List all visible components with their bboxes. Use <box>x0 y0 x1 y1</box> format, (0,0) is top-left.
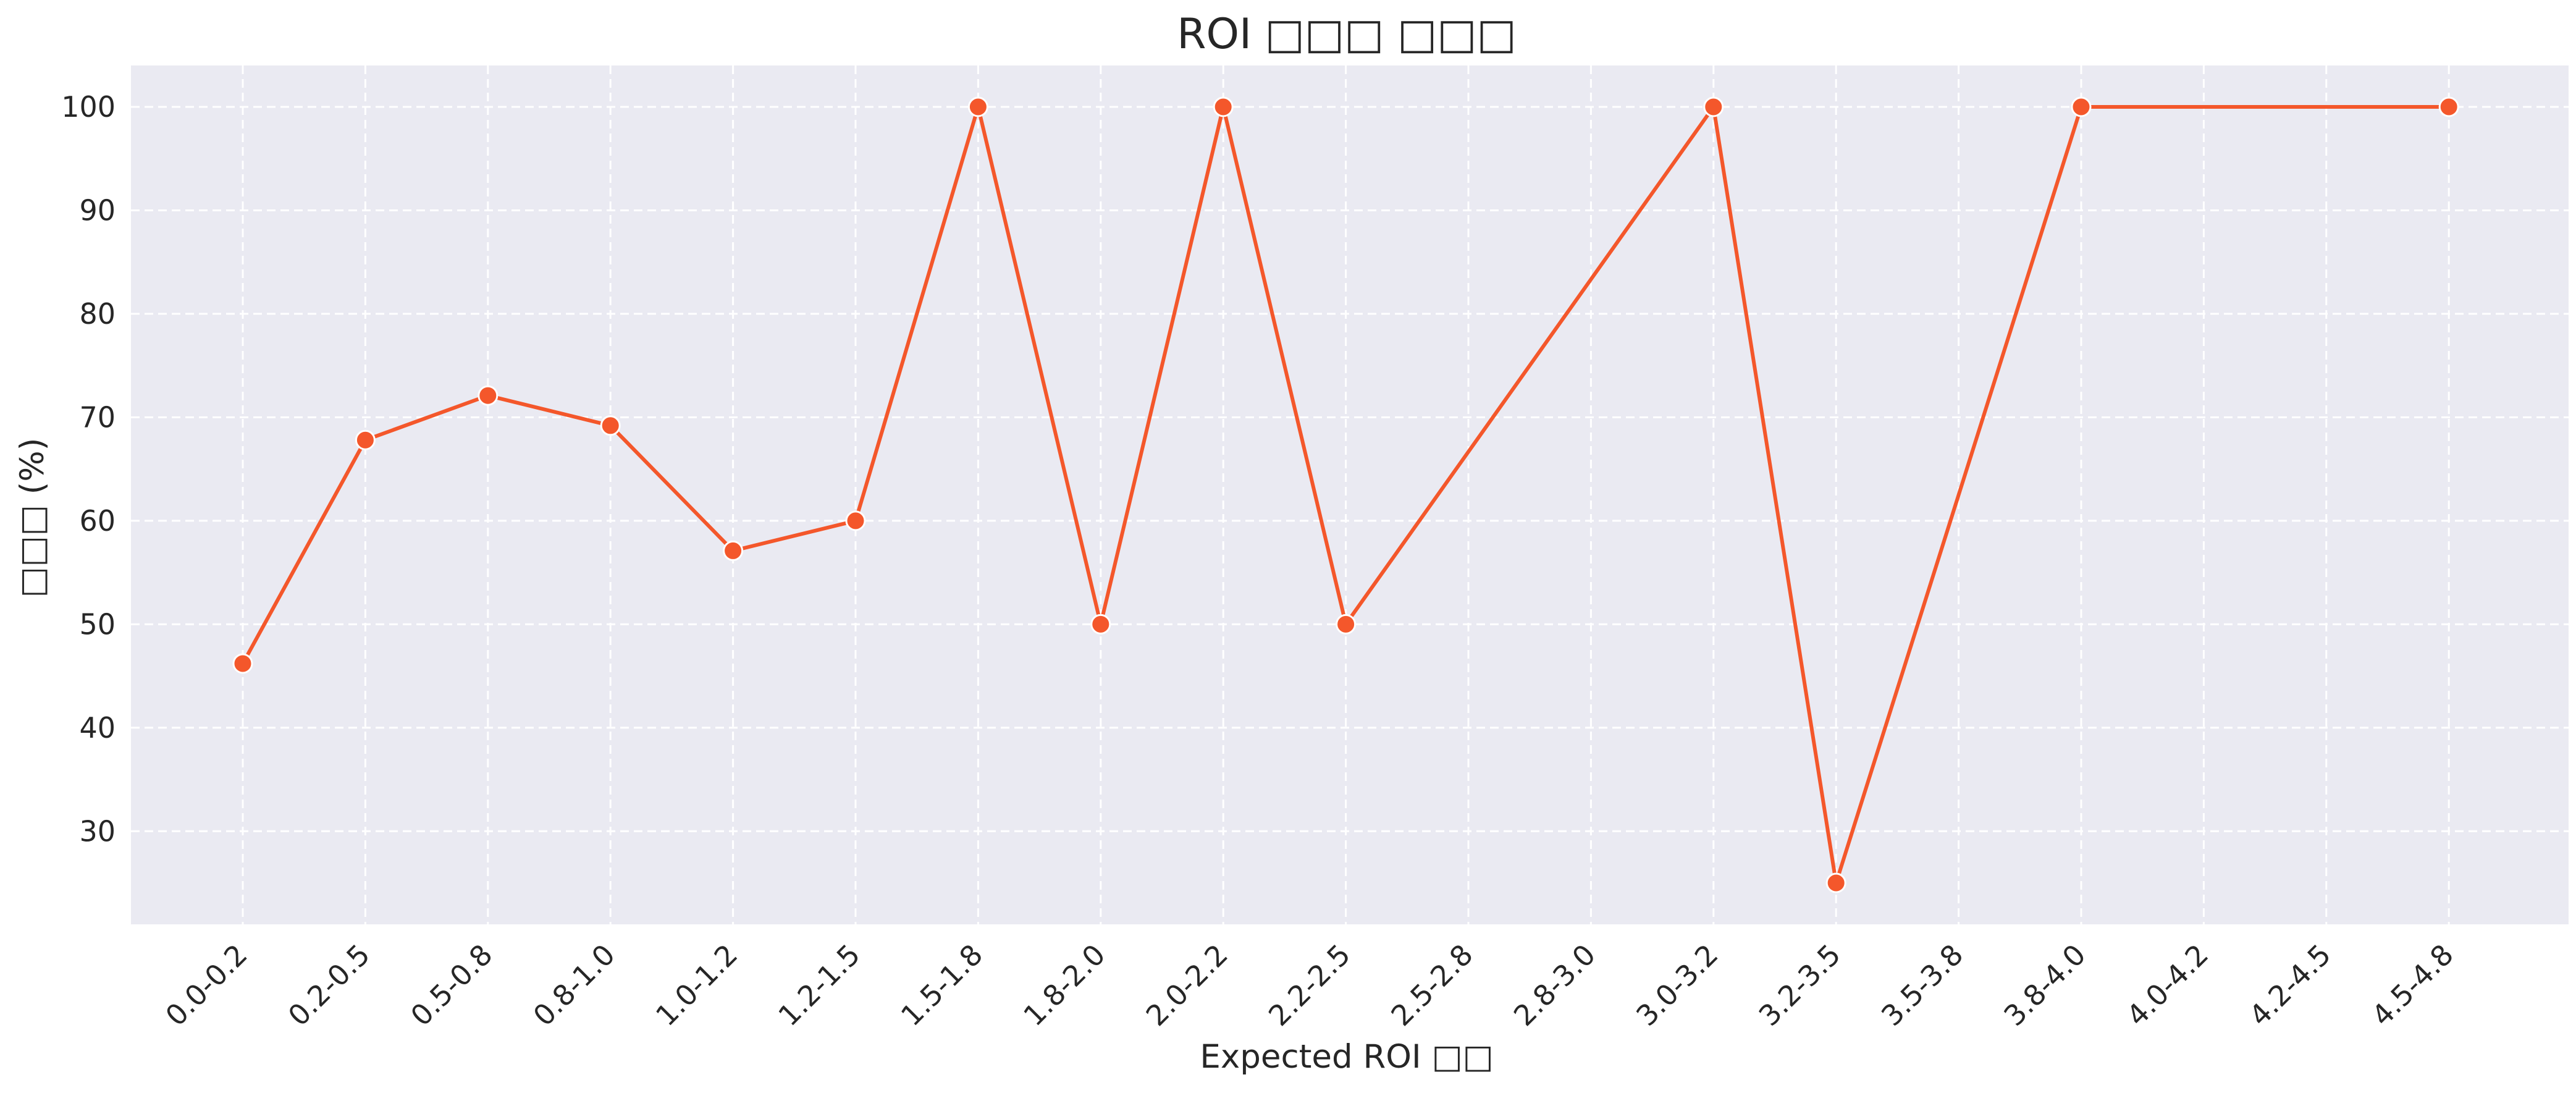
data-point <box>232 653 253 674</box>
data-point <box>1825 872 1846 893</box>
data-point <box>1336 614 1357 635</box>
y-tick-label: 50 <box>79 607 116 641</box>
data-point <box>1703 96 1724 117</box>
series-layer <box>232 96 2459 893</box>
data-point <box>845 510 866 531</box>
x-tick-label: 2.2-2.5 <box>1262 938 1357 1032</box>
data-point <box>600 415 621 436</box>
x-axis-ticks: 0.0-0.2 0.2-0.5 0.5-0.8 0.8-1.0 1.0-1.2 1.2-1… <box>159 938 2460 1032</box>
data-point <box>2438 96 2459 117</box>
data-point <box>478 385 499 406</box>
x-tick-label: 1.5-1.8 <box>894 938 989 1032</box>
y-tick-label: 80 <box>79 297 116 331</box>
x-tick-label: 3.5-3.8 <box>1875 938 1969 1032</box>
x-tick-label: 3.0-3.2 <box>1630 938 1724 1032</box>
x-axis-label: Expected ROI □□ <box>1200 1038 1493 1076</box>
data-point <box>1090 614 1111 635</box>
x-tick-label: 1.2-1.5 <box>772 938 866 1032</box>
y-tick-label: 30 <box>79 814 116 848</box>
y-axis-label: □□□ (%) <box>14 438 51 598</box>
data-point <box>2071 96 2092 117</box>
x-tick-label: 0.5-0.8 <box>404 938 499 1032</box>
x-tick-label: 1.8-2.0 <box>1017 938 1111 1032</box>
x-tick-label: 4.5-4.8 <box>2365 938 2460 1032</box>
x-tick-label: 2.8-3.0 <box>1507 938 1602 1032</box>
x-tick-label: 1.0-1.2 <box>649 938 744 1032</box>
x-tick-label: 2.5-2.8 <box>1384 938 1479 1032</box>
data-point <box>967 96 988 117</box>
y-tick-label: 60 <box>79 504 116 538</box>
x-tick-label: 4.2-4.5 <box>2242 938 2337 1032</box>
x-tick-label: 2.0-2.2 <box>1140 938 1234 1032</box>
data-point <box>355 429 376 450</box>
y-tick-label: 40 <box>79 711 116 745</box>
y-axis-ticks: 30 40 50 60 70 80 90 100 <box>61 90 116 848</box>
y-tick-label: 90 <box>79 193 116 227</box>
x-tick-label: 4.0-4.2 <box>2120 938 2215 1032</box>
series-line <box>241 105 2449 885</box>
x-tick-label: 3.2-3.5 <box>1753 938 1847 1032</box>
x-tick-label: 0.2-0.5 <box>282 938 376 1032</box>
x-tick-label: 0.0-0.2 <box>159 938 253 1032</box>
plot-area <box>131 65 2569 924</box>
y-tick-label: 70 <box>79 400 116 434</box>
data-point <box>723 540 744 561</box>
data-point <box>1213 96 1234 117</box>
chart-title: ROI □□□ □□□ <box>1177 10 1517 59</box>
y-tick-label: 100 <box>61 90 116 124</box>
x-tick-label: 3.8-4.0 <box>1997 938 2092 1032</box>
x-tick-label: 0.8-1.0 <box>527 938 621 1032</box>
